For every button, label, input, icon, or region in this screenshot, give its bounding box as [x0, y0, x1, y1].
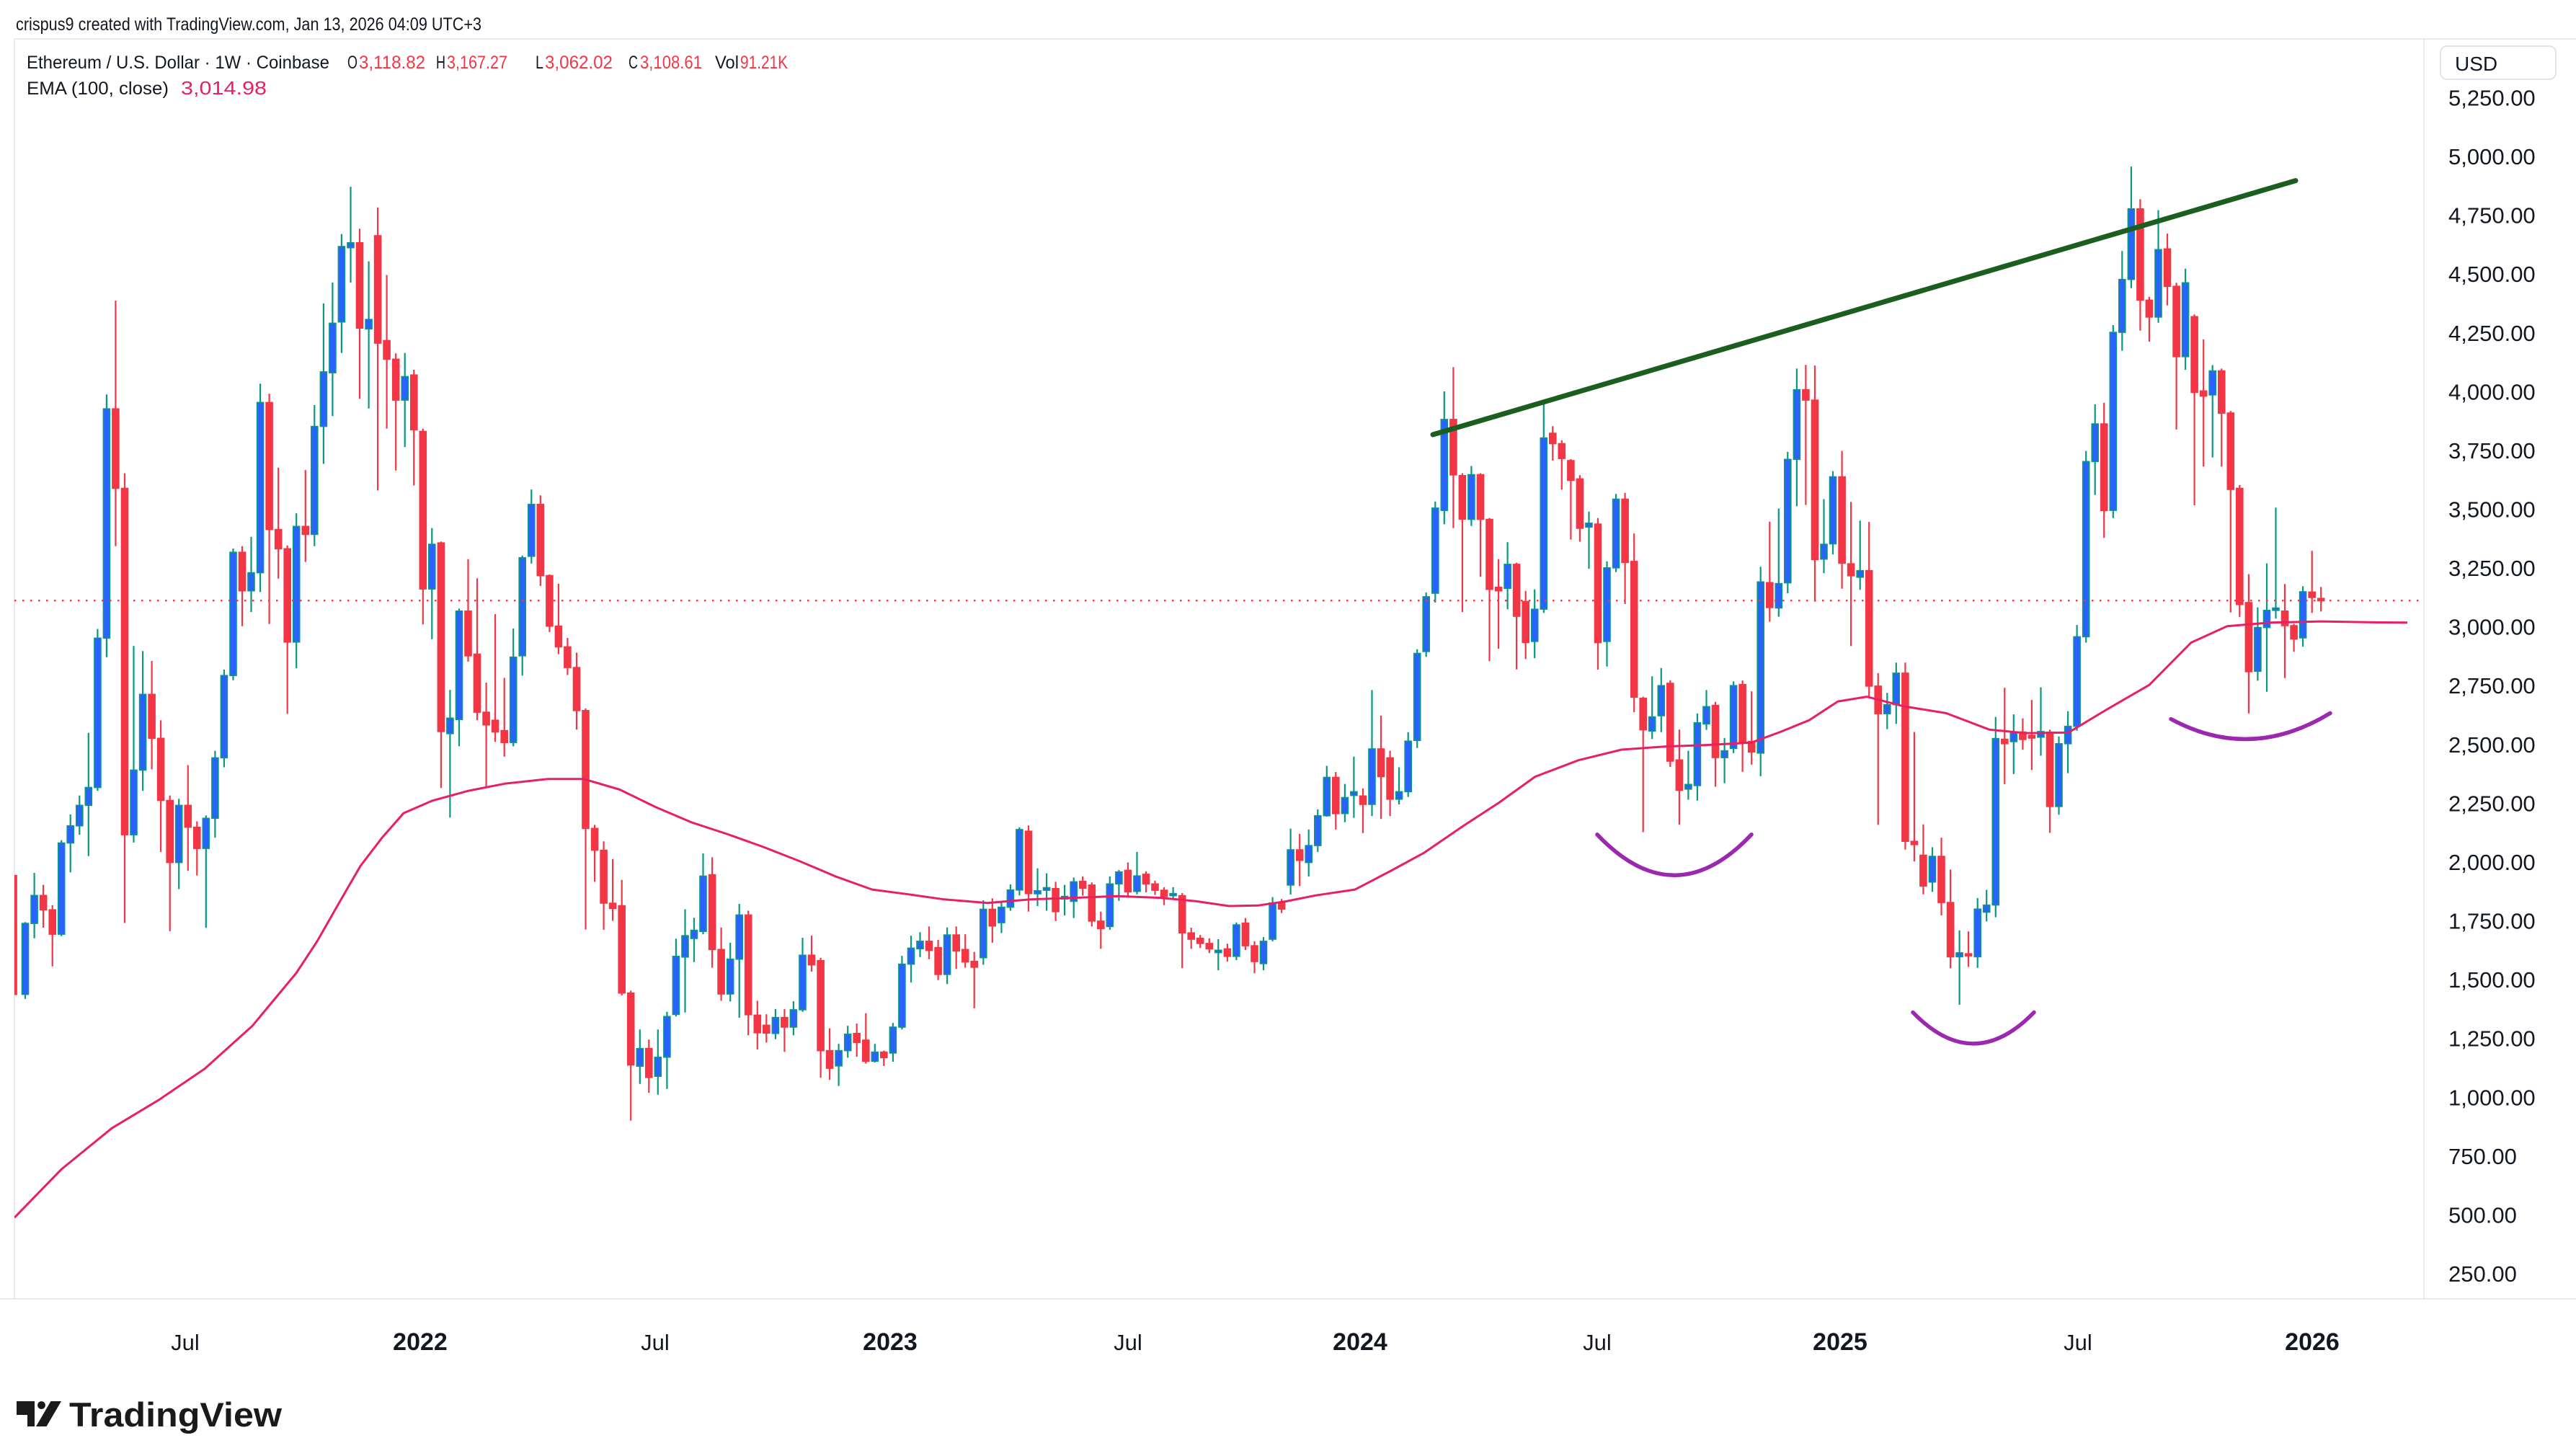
svg-text:1,500.00: 1,500.00	[2448, 967, 2536, 993]
svg-text:Jul: Jul	[2064, 1330, 2092, 1355]
svg-text:2022: 2022	[393, 1328, 448, 1356]
svg-text:2025: 2025	[1813, 1328, 1867, 1356]
svg-text:250.00: 250.00	[2448, 1261, 2517, 1287]
svg-text:91.21K: 91.21K	[740, 53, 788, 73]
svg-text:1,750.00: 1,750.00	[2448, 909, 2536, 934]
svg-text:1,000.00: 1,000.00	[2448, 1085, 2536, 1110]
svg-text:500.00: 500.00	[2448, 1202, 2517, 1228]
svg-text:L: L	[536, 53, 543, 73]
svg-text:3,014.98: 3,014.98	[181, 77, 267, 99]
svg-text:H: H	[436, 53, 445, 73]
svg-text:3,118.82: 3,118.82	[359, 53, 425, 73]
svg-text:3,500.00: 3,500.00	[2448, 497, 2536, 523]
svg-text:5,250.00: 5,250.00	[2448, 86, 2536, 111]
svg-text:1,250.00: 1,250.00	[2448, 1026, 2536, 1052]
svg-text:3,250.00: 3,250.00	[2448, 556, 2536, 581]
svg-text:O: O	[347, 53, 357, 73]
svg-text:4,750.00: 4,750.00	[2448, 203, 2536, 228]
svg-text:crispus9 created with TradingV: crispus9 created with TradingView.com, J…	[16, 14, 481, 35]
svg-text:TradingView: TradingView	[69, 1395, 282, 1434]
svg-text:2023: 2023	[863, 1328, 918, 1356]
svg-text:3,062.02: 3,062.02	[545, 53, 613, 73]
svg-text:2,250.00: 2,250.00	[2448, 791, 2536, 816]
svg-text:3,000.00: 3,000.00	[2448, 615, 2536, 640]
svg-text:EMA (100, close): EMA (100, close)	[27, 79, 169, 99]
svg-text:C: C	[629, 53, 638, 73]
svg-text:Vol: Vol	[715, 53, 739, 73]
svg-text:Jul: Jul	[1114, 1330, 1142, 1355]
svg-text:3,108.61: 3,108.61	[640, 53, 702, 73]
svg-text:2,500.00: 2,500.00	[2448, 732, 2536, 758]
svg-text:2,750.00: 2,750.00	[2448, 673, 2536, 698]
svg-text:4,500.00: 4,500.00	[2448, 262, 2536, 287]
svg-text:5,000.00: 5,000.00	[2448, 144, 2536, 169]
svg-text:750.00: 750.00	[2448, 1144, 2517, 1169]
svg-text:3,750.00: 3,750.00	[2448, 438, 2536, 463]
svg-text:4,250.00: 4,250.00	[2448, 321, 2536, 346]
svg-text:Jul: Jul	[171, 1330, 200, 1355]
svg-text:2026: 2026	[2285, 1328, 2340, 1356]
svg-text:USD: USD	[2455, 53, 2497, 75]
svg-text:2024: 2024	[1333, 1328, 1387, 1356]
svg-text:Jul: Jul	[1583, 1330, 1612, 1355]
svg-text:4,000.00: 4,000.00	[2448, 379, 2536, 404]
svg-text:2,000.00: 2,000.00	[2448, 850, 2536, 875]
svg-text:Jul: Jul	[641, 1330, 670, 1355]
svg-text:Ethereum / U.S. Dollar · 1W ·: Ethereum / U.S. Dollar · 1W · Coinbase	[27, 53, 329, 73]
svg-text:3,167.27: 3,167.27	[447, 53, 507, 73]
